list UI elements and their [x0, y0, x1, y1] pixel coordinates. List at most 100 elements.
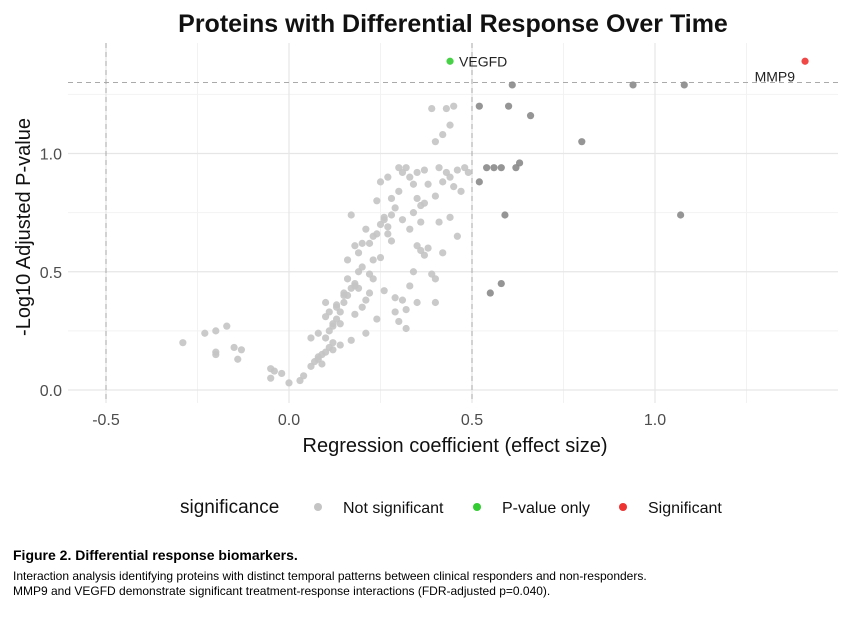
point-annotations: VEGFD MMP9 [459, 53, 795, 84]
point-not-significant [446, 173, 454, 181]
point-not-significant [351, 310, 359, 318]
point-not-significant-beyond-threshold [629, 81, 637, 89]
point-not-significant [406, 282, 414, 290]
grid-lines [68, 43, 838, 403]
point-not-significant [376, 253, 385, 262]
point-not-significant [358, 239, 366, 247]
point-not-significant [351, 282, 359, 290]
point-not-significant-beyond-threshold [508, 81, 516, 89]
point-not-significant [391, 294, 399, 302]
point-not-significant [362, 296, 370, 304]
legend-title: significance [180, 497, 279, 518]
point-not-significant [435, 218, 443, 226]
legend-label-p-value-only: P-value only [502, 500, 590, 517]
point-not-significant [428, 270, 436, 278]
legend-label-significant: Significant [648, 500, 722, 517]
point-significant [801, 57, 809, 65]
point-not-significant-beyond-threshold [490, 164, 498, 172]
point-not-significant-beyond-threshold [475, 178, 483, 186]
point-not-significant [398, 296, 407, 304]
point-not-significant-beyond-threshold [526, 112, 535, 120]
point-not-significant [230, 343, 238, 352]
point-not-significant [179, 339, 187, 347]
point-not-significant [395, 317, 403, 326]
point-not-significant [450, 102, 458, 110]
point-not-significant [365, 270, 374, 278]
point-not-significant [336, 341, 344, 349]
figure-caption: Figure 2. Differential response biomarke… [13, 547, 833, 599]
point-not-significant [413, 168, 421, 177]
point-not-significant-beyond-threshold [505, 102, 513, 110]
point-not-significant [450, 183, 458, 191]
point-not-significant [424, 180, 432, 188]
point-not-significant [431, 192, 439, 200]
point-not-significant-beyond-threshold [475, 102, 483, 110]
point-not-significant [223, 322, 231, 330]
point-not-significant [314, 329, 322, 337]
point-not-significant [391, 308, 399, 316]
caption-body: Interaction analysis identifying protein… [13, 569, 647, 598]
point-not-significant [314, 355, 322, 363]
point-not-significant [442, 104, 450, 113]
point-not-significant [424, 244, 432, 252]
point-not-significant [464, 168, 472, 177]
point-not-significant [365, 289, 374, 297]
legend-label-not-significant: Not significant [343, 500, 444, 517]
point-not-significant [362, 225, 370, 233]
point-not-significant [413, 242, 421, 250]
point-not-significant [212, 350, 220, 359]
point-not-significant [376, 178, 385, 186]
point-not-significant [380, 216, 388, 224]
point-not-significant [409, 180, 418, 188]
point-not-significant [234, 355, 242, 363]
point-not-significant [322, 298, 330, 307]
y-tick-label: 0.0 [40, 383, 62, 400]
point-not-significant [453, 232, 461, 240]
x-axis-title: Regression coefficient (effect size) [303, 435, 608, 457]
point-not-significant [453, 166, 461, 174]
reference-lines [68, 43, 838, 403]
point-not-significant [340, 289, 348, 297]
point-not-significant [329, 339, 337, 347]
legend-key-not-significant [314, 503, 322, 511]
x-tick-label: 0.5 [461, 412, 483, 429]
point-not-significant [406, 173, 414, 181]
point-not-significant-beyond-threshold [497, 279, 505, 288]
point-not-significant [439, 130, 447, 139]
point-not-significant [409, 268, 418, 276]
point-not-significant-beyond-threshold [486, 289, 494, 297]
point-not-significant [409, 209, 418, 217]
point-not-significant [420, 199, 429, 207]
point-label-mmp9: MMP9 [755, 68, 796, 84]
point-not-significant [417, 218, 425, 226]
point-not-significant [365, 239, 374, 247]
point-not-significant [351, 242, 359, 250]
point-not-significant [395, 187, 403, 195]
point-not-significant [413, 194, 421, 203]
volcano-plot: Proteins with Differential Response Over… [13, 10, 838, 518]
point-not-significant [300, 372, 308, 380]
data-points [179, 57, 809, 387]
point-not-significant [402, 305, 410, 314]
point-not-significant [431, 138, 439, 146]
point-p-value-only [446, 57, 454, 65]
point-not-significant [395, 164, 403, 172]
point-not-significant-beyond-threshold [680, 81, 688, 89]
x-tick-label: 1.0 [644, 412, 666, 429]
point-not-significant [384, 173, 392, 181]
y-tick-label: 0.5 [40, 265, 62, 282]
point-not-significant [278, 369, 286, 378]
legend-key-p-value-only [473, 503, 481, 511]
x-tick-label: 0.0 [278, 412, 300, 429]
point-not-significant [384, 230, 392, 238]
point-not-significant [420, 166, 429, 174]
point-not-significant [398, 216, 407, 224]
point-not-significant [358, 303, 366, 311]
point-not-significant [387, 237, 396, 245]
x-axis-ticks: -0.5 0.0 0.5 1.0 [92, 412, 666, 429]
point-not-significant [307, 334, 315, 342]
point-not-significant [322, 313, 330, 321]
point-not-significant [380, 287, 388, 295]
point-not-significant [358, 263, 366, 271]
point-not-significant [446, 121, 454, 129]
